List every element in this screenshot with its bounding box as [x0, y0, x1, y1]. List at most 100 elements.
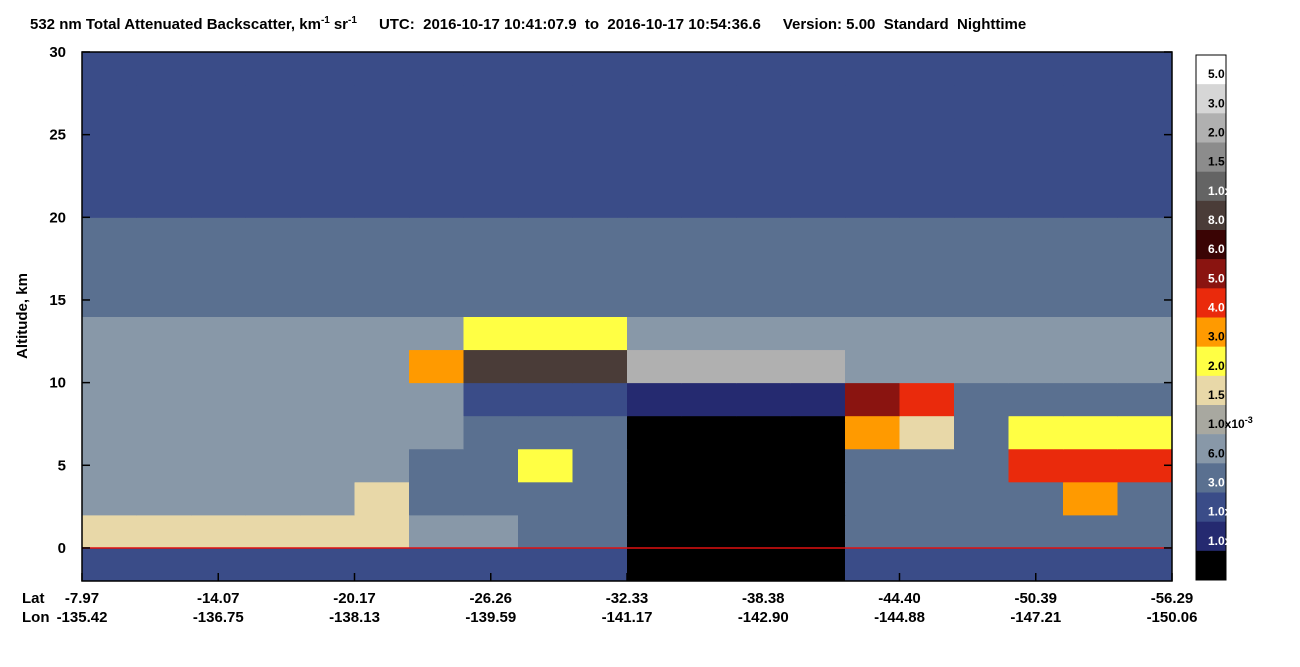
cell: [300, 547, 355, 582]
colorbar-label: 5.0: [1208, 271, 1225, 285]
cell: [899, 514, 955, 549]
colorbar-label-text: 3.0: [1208, 476, 1225, 490]
cell: [736, 316, 791, 351]
cell: [627, 118, 682, 152]
colorbar-label: 1.5: [1208, 155, 1225, 169]
cell: [1063, 514, 1118, 549]
cell: [82, 184, 137, 218]
cell: [463, 349, 519, 384]
cell: [681, 415, 737, 450]
cell: [790, 547, 846, 582]
colorbar-label-text: 5.0: [1208, 67, 1225, 81]
cell: [845, 481, 900, 516]
colorbar-label: 5.0: [1208, 67, 1225, 81]
cell: [681, 349, 737, 384]
cell: [1117, 448, 1173, 483]
cell: [681, 448, 737, 483]
cell: [1008, 448, 1064, 483]
colorbar-label: 1.5: [1208, 388, 1225, 402]
cell: [899, 382, 955, 417]
cell: [463, 415, 519, 450]
cell: [354, 481, 410, 516]
cell: [518, 118, 573, 152]
cell: [681, 250, 737, 284]
cell: [954, 151, 1009, 185]
cell: [245, 481, 301, 516]
colorbar-box: [1196, 375, 1226, 406]
cell: [681, 283, 737, 317]
cell: [463, 151, 519, 185]
y-tick-label: 5: [58, 457, 66, 474]
cell: [736, 52, 791, 86]
cell: [191, 481, 246, 516]
chart-title: 532 nm Total Attenuated Backscatter, km-…: [30, 15, 1026, 33]
cell: [136, 316, 192, 351]
cell: [790, 151, 846, 185]
cell: [899, 184, 955, 218]
colorbar-label-text: 2.0: [1208, 126, 1225, 140]
colorbar-label-text: 1.5: [1208, 388, 1225, 402]
cell: [409, 514, 464, 549]
cell: [899, 151, 955, 185]
cell: [1117, 118, 1173, 152]
cell: [627, 283, 682, 317]
cell: [572, 118, 628, 152]
cell: [681, 118, 737, 152]
cell: [954, 250, 1009, 284]
cell: [136, 349, 192, 384]
y-tick-label: 10: [49, 375, 66, 392]
cell: [790, 85, 846, 119]
cell: [1008, 151, 1064, 185]
cell: [463, 85, 519, 119]
cell: [245, 547, 301, 582]
cell: [354, 349, 410, 384]
colorbar-box: [1196, 84, 1226, 114]
cell: [82, 481, 137, 516]
colorbar-label-text: 6.0: [1208, 446, 1225, 460]
colorbar-label-text: 2.0: [1208, 359, 1225, 373]
cell: [409, 481, 464, 516]
cell: [245, 349, 301, 384]
cell: [1008, 184, 1064, 218]
cell: [627, 85, 682, 119]
cell: [954, 283, 1009, 317]
cell: [681, 151, 737, 185]
time-range: UTC: 2016-10-17 10:41:07.9 to 2016-10-17…: [379, 16, 761, 33]
cell: [627, 514, 682, 549]
cell: [300, 250, 355, 284]
colorbar-box: [1196, 463, 1226, 493]
cell: [1008, 85, 1064, 119]
cell: [572, 283, 628, 317]
cell: [736, 151, 791, 185]
cell: [736, 283, 791, 317]
lon-tick-label: -147.21: [1010, 609, 1061, 626]
cell: [899, 85, 955, 119]
cell: [191, 85, 246, 119]
cell: [354, 85, 410, 119]
colorbar-label-exp: -4: [1245, 503, 1253, 513]
cell: [1117, 514, 1173, 549]
cell: [409, 85, 464, 119]
colorbar-box: [1196, 55, 1226, 85]
colorbar-box: [1196, 317, 1226, 347]
cell: [300, 382, 355, 417]
cell: [463, 448, 519, 483]
cell: [409, 316, 464, 351]
cell: [899, 118, 955, 152]
cell: [572, 316, 628, 351]
cell: [82, 217, 137, 251]
cell: [245, 382, 301, 417]
lon-tick-label: -150.06: [1147, 609, 1198, 626]
colorbar-box: [1196, 492, 1226, 522]
cell: [790, 382, 846, 417]
cell: [681, 85, 737, 119]
cell: [463, 184, 519, 218]
cell: [409, 415, 464, 450]
cell: [300, 514, 355, 549]
cell: [245, 118, 301, 152]
cell: [899, 349, 955, 384]
cell: [627, 217, 682, 251]
lat-tick-label: -14.07: [197, 590, 240, 607]
cell: [845, 184, 900, 218]
